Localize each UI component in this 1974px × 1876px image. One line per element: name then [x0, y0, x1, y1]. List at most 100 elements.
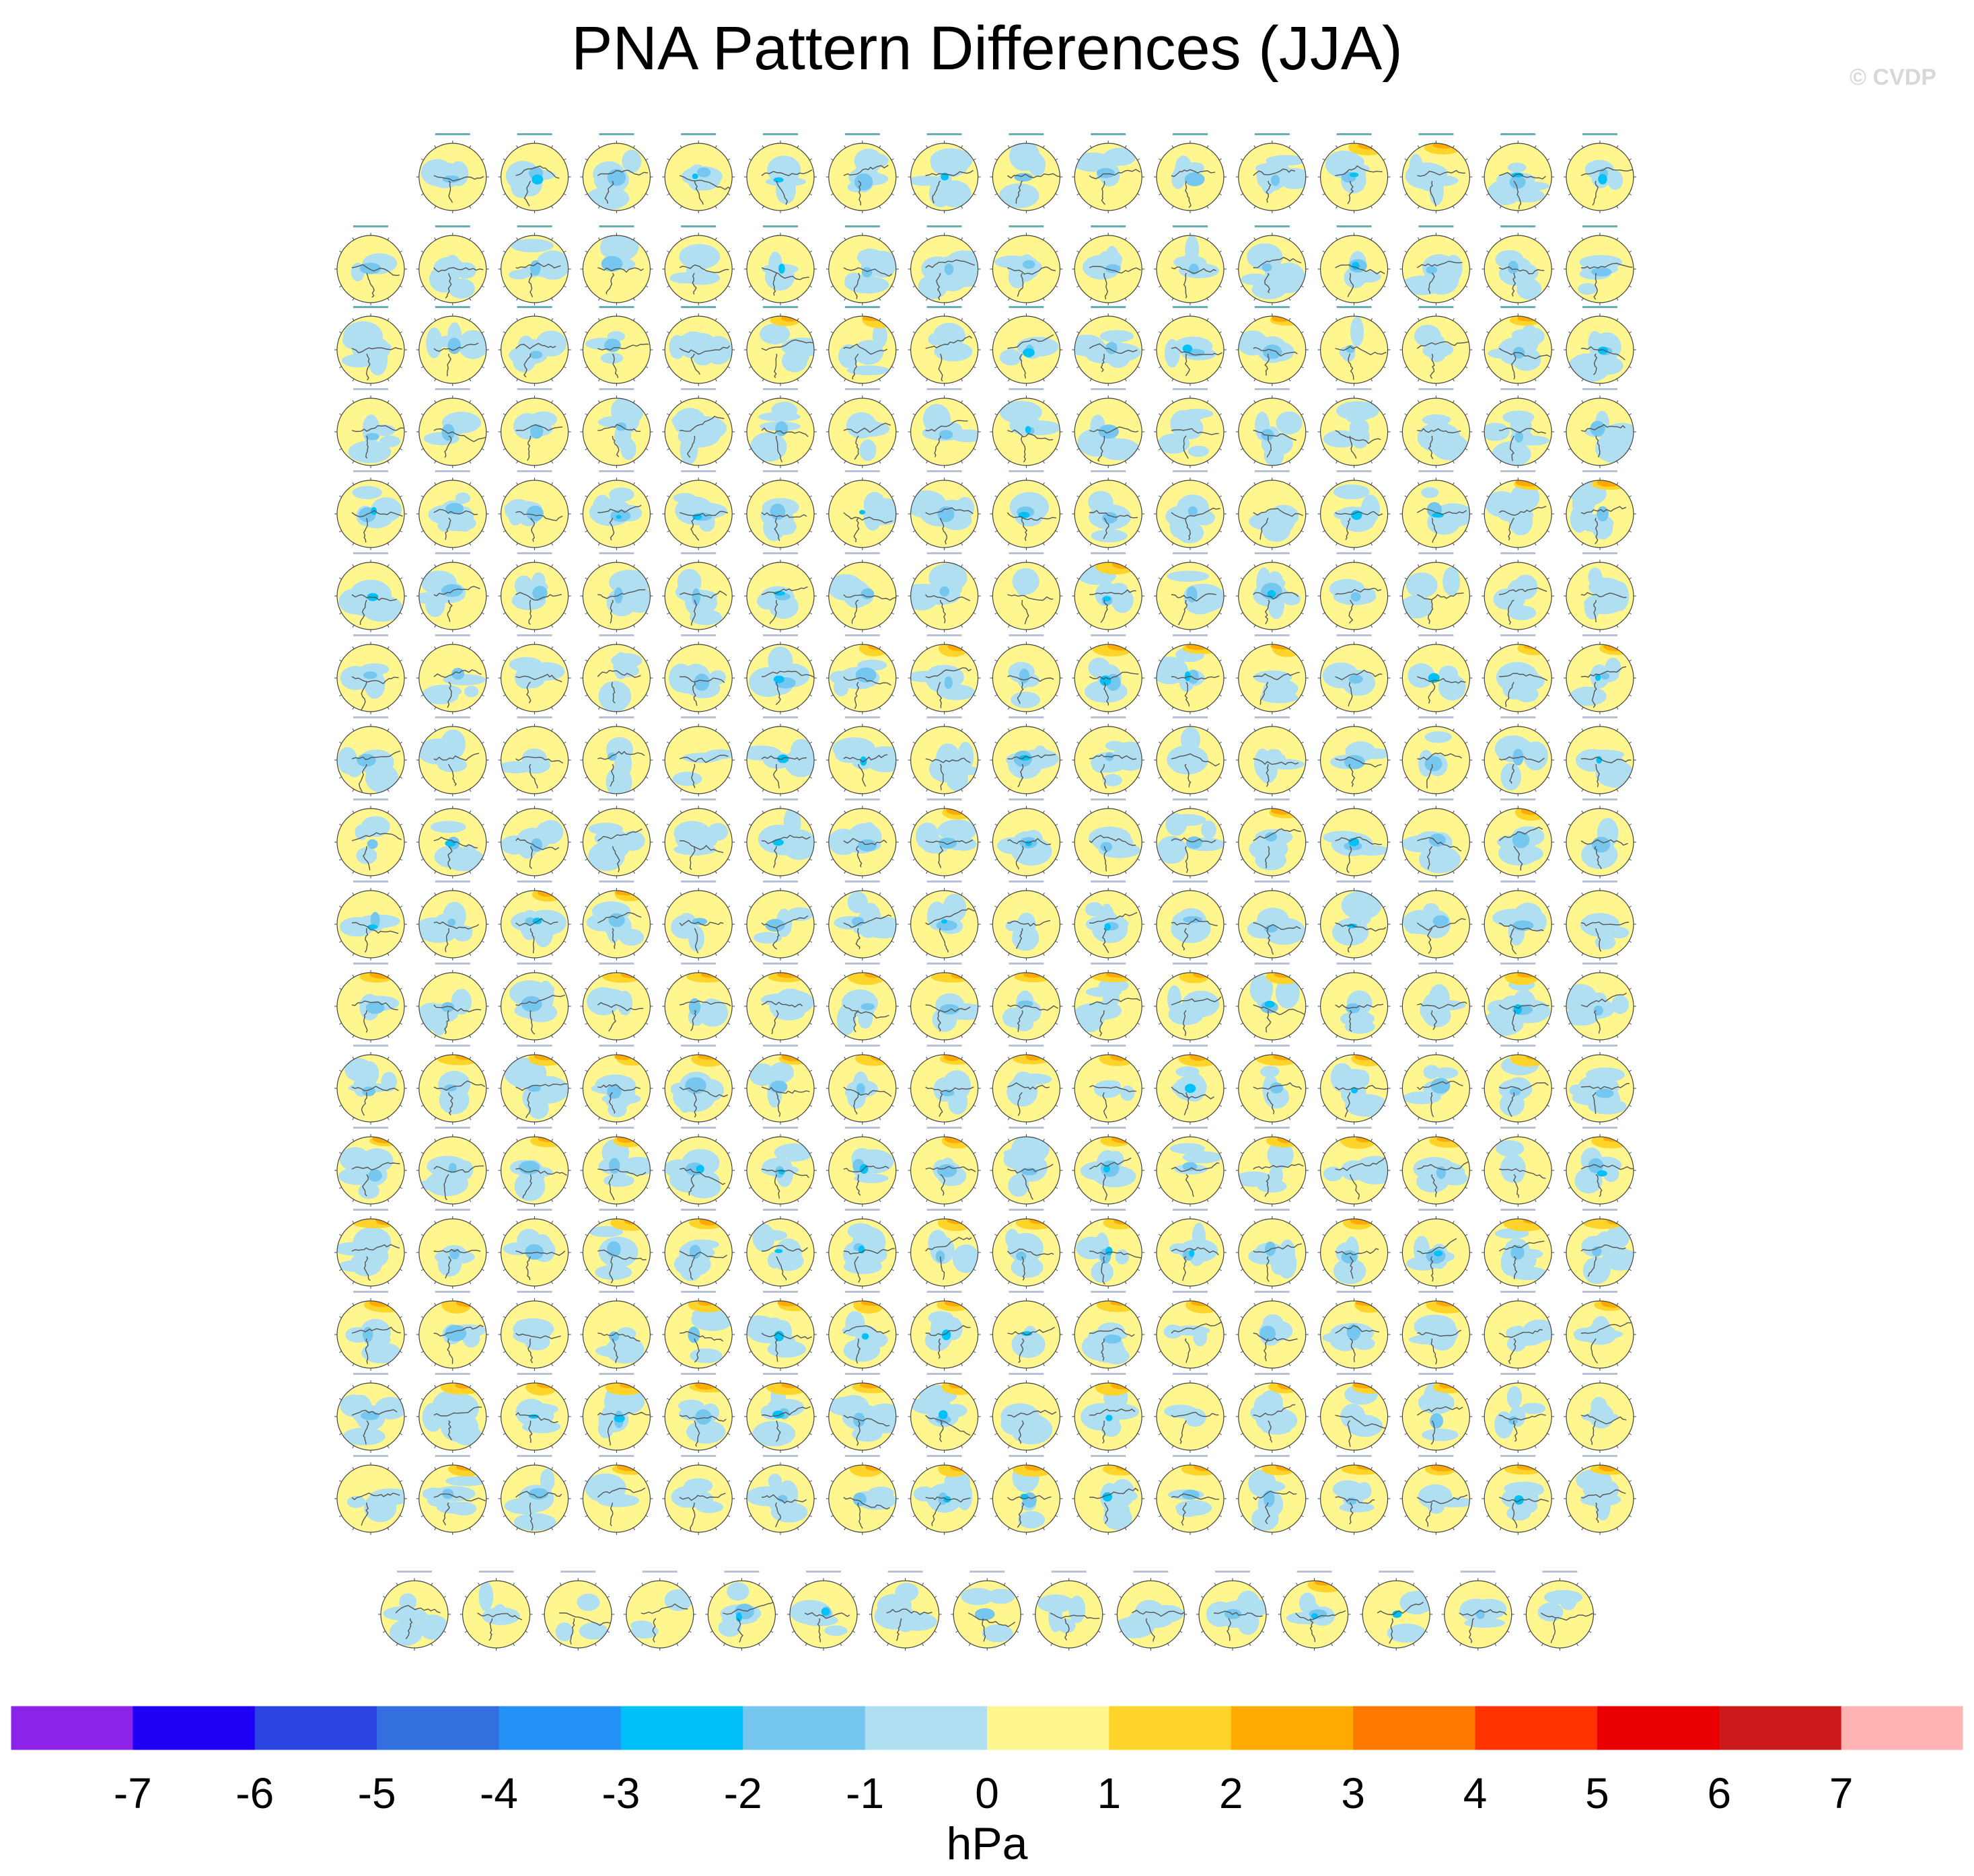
panel-subtitle — [599, 798, 634, 800]
panel-subtitle — [1173, 388, 1208, 390]
map-panel — [1482, 470, 1555, 550]
panel-subtitle — [1173, 306, 1208, 308]
map-panel — [662, 306, 735, 386]
panel-subtitle — [1255, 225, 1290, 227]
map-panel — [416, 1045, 489, 1125]
colorbar-tick-label: 1 — [1097, 1769, 1122, 1817]
panel-subtitle — [353, 634, 388, 636]
panel-subtitle — [1500, 1127, 1535, 1129]
panel-subtitle — [599, 1291, 634, 1293]
map-panel — [951, 1571, 1023, 1651]
map-panel — [334, 1455, 412, 1535]
panel-subtitle — [1582, 798, 1617, 800]
map-panel — [1072, 798, 1144, 878]
colorbar-bin — [377, 1706, 499, 1750]
panel-subtitle — [1582, 552, 1617, 554]
map-panel — [744, 470, 817, 550]
map-panel — [826, 388, 899, 468]
map-panel — [1154, 1045, 1227, 1125]
map-panel — [990, 880, 1062, 961]
map-panel — [1318, 963, 1391, 1043]
map-panel — [1072, 133, 1144, 213]
panel-subtitle — [1009, 1455, 1044, 1457]
panel-subtitle — [1255, 388, 1290, 390]
panel-subtitle — [763, 1373, 798, 1375]
panel-subtitle — [599, 1209, 634, 1211]
map-panel — [904, 552, 981, 632]
panel-subtitle — [1091, 963, 1126, 965]
map-panel — [662, 133, 735, 213]
panel-subtitle — [1173, 798, 1208, 800]
panel-subtitle — [845, 798, 880, 800]
map-panel — [908, 963, 987, 1043]
map-panel — [1399, 133, 1472, 213]
map-panel — [378, 1571, 451, 1651]
map-panel — [1318, 306, 1391, 386]
map-panel — [1482, 1045, 1554, 1125]
panel-subtitle — [353, 1291, 388, 1293]
panel-subtitle — [763, 1127, 798, 1129]
panel-subtitle — [1542, 1571, 1577, 1573]
panel-subtitle — [1418, 306, 1453, 308]
panel-subtitle — [1173, 1291, 1208, 1293]
panel-subtitle — [1337, 1373, 1372, 1375]
map-panel — [990, 1127, 1062, 1207]
map-panel — [1154, 1127, 1227, 1207]
map-panel — [1399, 470, 1473, 550]
panel-subtitle — [763, 716, 798, 718]
panel-subtitle — [1500, 634, 1535, 636]
panel-subtitle — [763, 1209, 798, 1211]
panel-subtitle — [1009, 133, 1044, 135]
map-panel — [908, 1291, 981, 1371]
panel-subtitle — [353, 1373, 388, 1375]
map-panel — [1482, 1291, 1556, 1371]
panel-subtitle — [1500, 798, 1535, 800]
panel-subtitle — [681, 963, 716, 965]
panel-subtitle — [845, 1209, 880, 1211]
panel-subtitle — [517, 1291, 552, 1293]
panel-subtitle — [353, 225, 388, 227]
map-panel — [1399, 716, 1472, 796]
panel-grid — [0, 0, 1974, 1682]
panel-subtitle — [1133, 1571, 1168, 1573]
map-panel — [826, 470, 902, 550]
panel-subtitle — [560, 1571, 595, 1573]
map-panel — [662, 716, 736, 796]
panel-subtitle — [927, 1373, 962, 1375]
map-panel — [1236, 716, 1309, 796]
map-panel — [662, 1209, 735, 1289]
panel-subtitle — [1255, 1127, 1290, 1129]
map-panel — [580, 1045, 653, 1125]
map-panel — [907, 133, 980, 213]
map-panel — [1072, 1045, 1144, 1125]
map-panel — [499, 470, 571, 550]
map-panel — [499, 798, 571, 878]
map-panel — [1236, 1045, 1309, 1125]
panel-subtitle — [1091, 880, 1126, 883]
map-panel — [1154, 306, 1227, 386]
panel-subtitle — [599, 133, 634, 135]
panel-subtitle — [1009, 716, 1044, 718]
map-panel — [416, 1209, 489, 1289]
colorbar-tick-label: -6 — [235, 1769, 274, 1817]
panel-subtitle — [1255, 1455, 1290, 1457]
panel-subtitle — [763, 470, 798, 472]
map-panel — [744, 388, 817, 468]
panel-subtitle — [1500, 1455, 1535, 1457]
colorbar-tick-label: -7 — [114, 1769, 152, 1817]
panel-subtitle — [1500, 306, 1535, 308]
panel-subtitle — [1418, 1373, 1453, 1375]
map-panel — [990, 1045, 1062, 1125]
panel-subtitle — [1418, 963, 1453, 965]
panel-subtitle — [681, 1455, 716, 1457]
map-panel — [744, 1045, 817, 1125]
map-panel — [1069, 306, 1144, 386]
map-panel — [826, 1373, 904, 1453]
map-panel — [744, 963, 817, 1043]
panel-subtitle — [1255, 963, 1290, 965]
map-panel — [1399, 552, 1472, 632]
panel-subtitle — [927, 388, 962, 390]
map-panel — [542, 1571, 614, 1651]
panel-subtitle — [1009, 1127, 1044, 1129]
panel-subtitle — [353, 1209, 388, 1211]
